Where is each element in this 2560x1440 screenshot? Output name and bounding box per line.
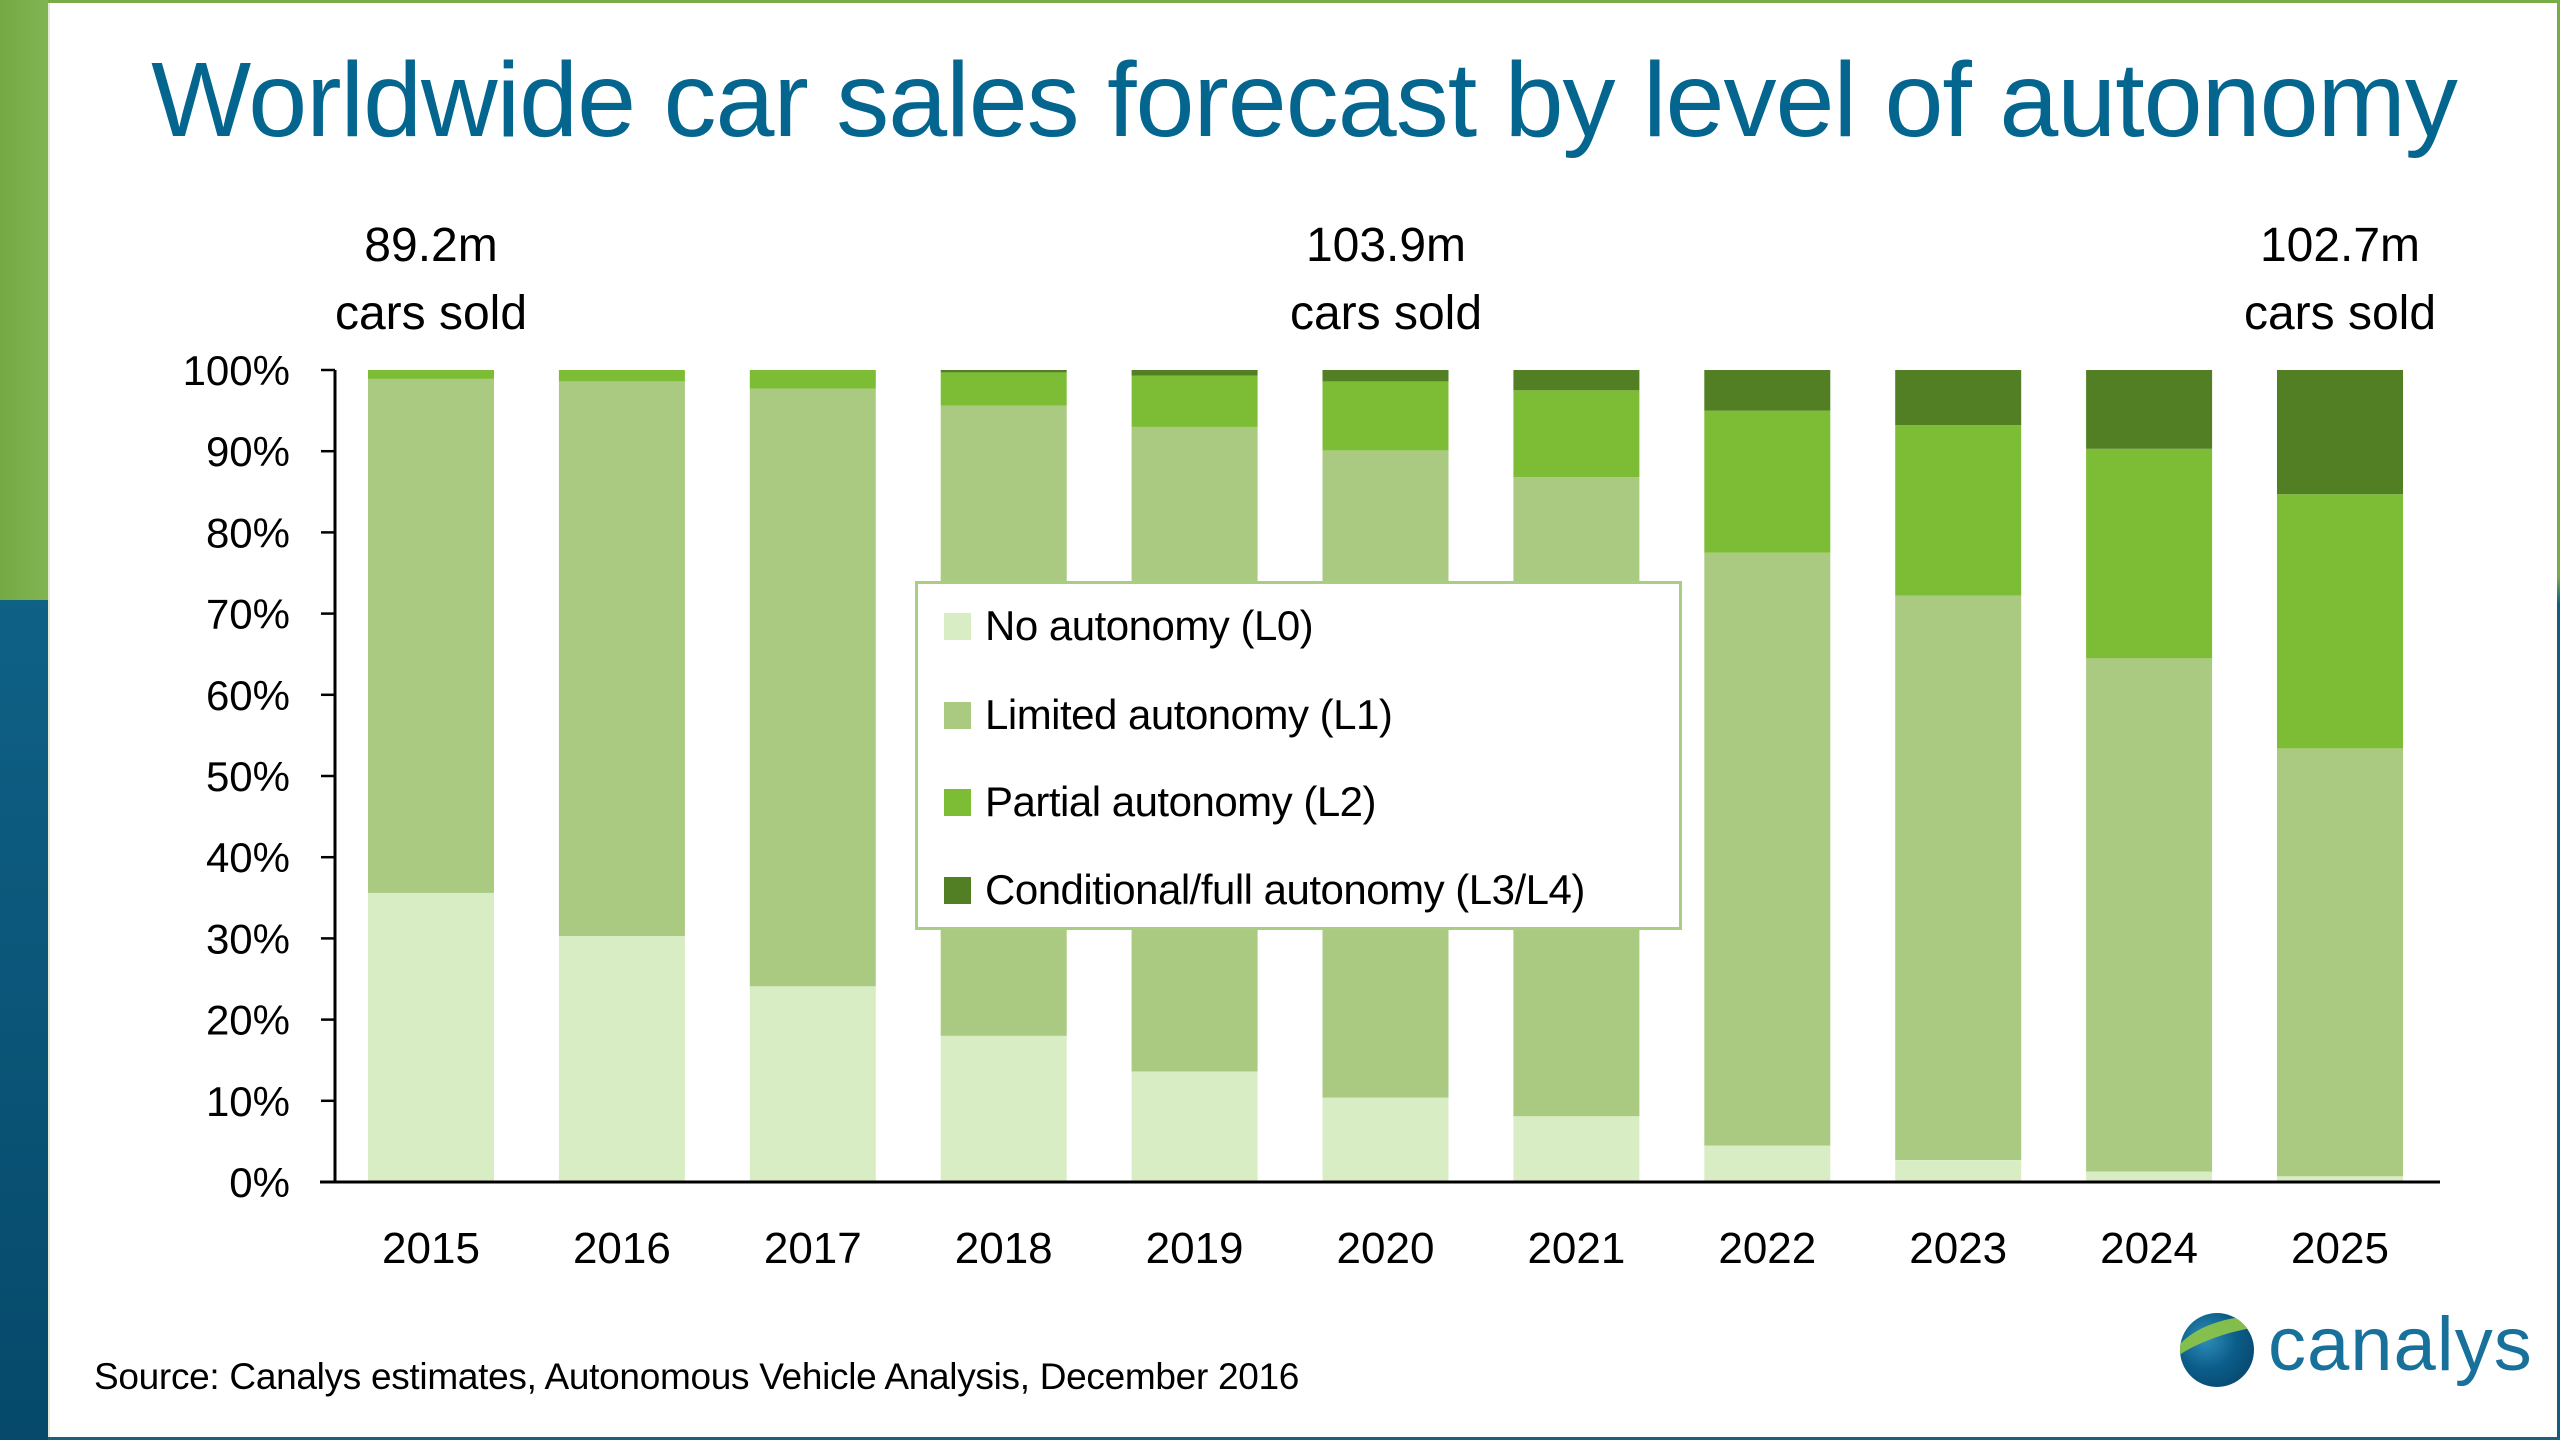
bar-segment-2020-L0 <box>1322 1097 1449 1182</box>
bar-segment-2016-L0 <box>558 936 685 1182</box>
callout-label: cars sold <box>334 287 528 340</box>
y-tick-label: 80% <box>206 509 290 556</box>
legend-swatch-l2 <box>944 788 971 816</box>
y-tick-label: 50% <box>206 753 290 800</box>
bar-segment-2023-L2 <box>1895 425 2022 596</box>
legend-label: Conditional/full autonomy (L3/L4) <box>985 866 1585 913</box>
callout-2015: 89.2m cars sold <box>271 212 591 348</box>
side-accent-blue <box>0 600 48 1440</box>
callout-2025: 102.7m cars sold <box>2180 212 2500 348</box>
legend-item-l3l4: Conditional/full autonomy (L3/L4) <box>944 862 1585 918</box>
bar-segment-2024-L2 <box>2086 448 2213 659</box>
bar-segment-2025-L1 <box>2277 748 2403 1177</box>
right-border <box>2557 0 2560 1440</box>
x-tick-label: 2022 <box>1718 1224 1816 1273</box>
y-tick-label: 100% <box>183 347 290 394</box>
bar-segment-2023-L3 <box>1895 370 2022 426</box>
bar-segment-2022-L2 <box>1704 410 1831 553</box>
y-tick-label: 40% <box>206 834 290 881</box>
callout-2020: 103.9m cars sold <box>1226 212 1546 348</box>
x-tick-label: 2019 <box>1146 1224 1244 1273</box>
legend-label: No autonomy (L0) <box>985 602 1314 649</box>
legend: No autonomy (L0) Limited autonomy (L1) P… <box>915 581 1682 930</box>
bar-segment-2015-L1 <box>368 378 494 893</box>
bar-segment-2019-L0 <box>1131 1071 1258 1182</box>
bar-segment-2024-L0 <box>2086 1171 2213 1182</box>
bar-segment-2017-L2 <box>749 370 876 389</box>
y-tick-label: 90% <box>206 428 290 475</box>
y-tick-label: 70% <box>206 591 290 638</box>
bar-segment-2023-L0 <box>1895 1160 2022 1182</box>
left-inner-edge <box>48 0 50 1440</box>
bar-segment-2017-L0 <box>749 986 876 1182</box>
x-tick-label: 2023 <box>1909 1224 2007 1273</box>
callout-value: 89.2m <box>364 219 498 272</box>
callout-value: 102.7m <box>2259 219 2421 272</box>
source-note: Source: Canalys estimates, Autonomous Ve… <box>94 1356 1300 1397</box>
bar-segment-2018-L2 <box>940 372 1067 406</box>
bar-segment-2025-L0 <box>2277 1176 2403 1182</box>
bar-segment-2020-L3 <box>1322 370 1449 382</box>
legend-label: Partial autonomy (L2) <box>985 778 1377 825</box>
bar-segment-2021-L0 <box>1513 1116 1640 1182</box>
bar-segment-2022-L0 <box>1704 1145 1831 1182</box>
legend-item-l0: No autonomy (L0) <box>944 598 1314 654</box>
top-border <box>48 0 2560 3</box>
y-tick-label: 30% <box>206 915 290 962</box>
bar-segment-2025-L3 <box>2277 370 2403 495</box>
canalys-logo: canalys <box>2180 1302 2533 1390</box>
callout-label: cars sold <box>2243 287 2437 340</box>
bar-segment-2016-L2 <box>558 370 685 382</box>
legend-swatch-l1 <box>944 701 971 729</box>
callout-value: 103.9m <box>1305 219 1467 272</box>
x-tick-label: 2015 <box>382 1224 480 1273</box>
x-tick-label: 2017 <box>764 1224 862 1273</box>
bar-segment-2019-L3 <box>1131 370 1258 376</box>
bottom-border <box>48 1437 2560 1440</box>
legend-item-l2: Partial autonomy (L2) <box>944 774 1377 830</box>
bar-segment-2015-L0 <box>368 892 494 1182</box>
bar-segment-2023-L1 <box>1895 595 2022 1160</box>
globe-icon <box>2180 1313 2254 1387</box>
legend-label: Limited autonomy (L1) <box>985 691 1393 738</box>
y-ticks-group: 0% 10% 20% 30% 40% 50% 60% 70% 80% 90% 100% <box>183 347 335 1206</box>
y-tick-label: 60% <box>206 672 290 719</box>
y-tick-label: 20% <box>206 997 290 1044</box>
y-tick-label: 10% <box>206 1078 290 1125</box>
logo-wordmark: canalys <box>2268 1302 2533 1387</box>
bar-segment-2024-L1 <box>2086 658 2213 1172</box>
x-tick-label: 2024 <box>2100 1224 2198 1273</box>
chart-title: Worldwide car sales forecast by level of… <box>151 41 2458 159</box>
bar-segment-2021-L3 <box>1513 370 1640 391</box>
bar-segment-2015-L2 <box>368 370 494 379</box>
bar-segment-2018-L3 <box>940 370 1067 373</box>
bar-segment-2019-L2 <box>1131 375 1258 427</box>
x-tick-label: 2025 <box>2291 1224 2389 1273</box>
bars-group <box>368 370 2403 1182</box>
bar-segment-2018-L0 <box>940 1035 1067 1182</box>
bar-segment-2024-L3 <box>2086 370 2213 449</box>
x-tick-label: 2016 <box>573 1224 671 1273</box>
bar-segment-2025-L2 <box>2277 494 2403 749</box>
bar-segment-2021-L2 <box>1513 390 1640 478</box>
bar-segment-2022-L1 <box>1704 552 1831 1146</box>
legend-item-l1: Limited autonomy (L1) <box>944 687 1393 743</box>
legend-swatch-l3l4 <box>944 876 971 904</box>
x-tick-label: 2020 <box>1337 1224 1435 1273</box>
y-tick-label: 0% <box>229 1159 290 1206</box>
bar-segment-2020-L2 <box>1322 381 1449 451</box>
callout-label: cars sold <box>1289 287 1483 340</box>
x-tick-label: 2021 <box>1527 1224 1625 1273</box>
x-tick-label: 2018 <box>955 1224 1053 1273</box>
bar-segment-2016-L1 <box>558 381 685 936</box>
legend-swatch-l0 <box>944 612 971 640</box>
side-accent-green <box>0 0 48 600</box>
x-labels-group: 2015 2016 2017 2018 2019 2020 2021 2022 2023 2024… <box>382 1224 2389 1273</box>
bar-segment-2022-L3 <box>1704 370 1831 411</box>
bar-segment-2017-L1 <box>749 388 876 987</box>
